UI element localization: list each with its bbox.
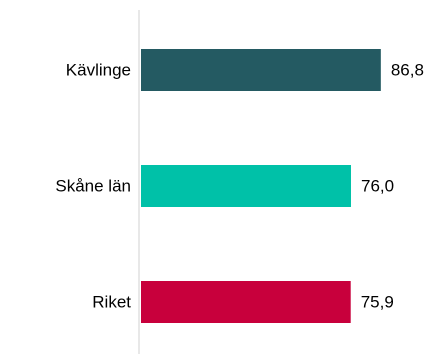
bar-1 [141, 49, 381, 91]
bar-2 [141, 165, 351, 207]
category-labels-group: Kävlinge Skåne län Riket [55, 61, 131, 312]
value-label: 76,0 [361, 177, 394, 196]
category-label: Riket [92, 293, 131, 312]
value-labels-group: 86,8 76,0 75,9 [361, 61, 424, 312]
bar-3 [141, 281, 351, 323]
bars-group [141, 49, 381, 323]
category-label: Kävlinge [66, 61, 131, 80]
value-label: 86,8 [391, 61, 424, 80]
value-label: 75,9 [361, 293, 394, 312]
category-label: Skåne län [55, 177, 131, 196]
